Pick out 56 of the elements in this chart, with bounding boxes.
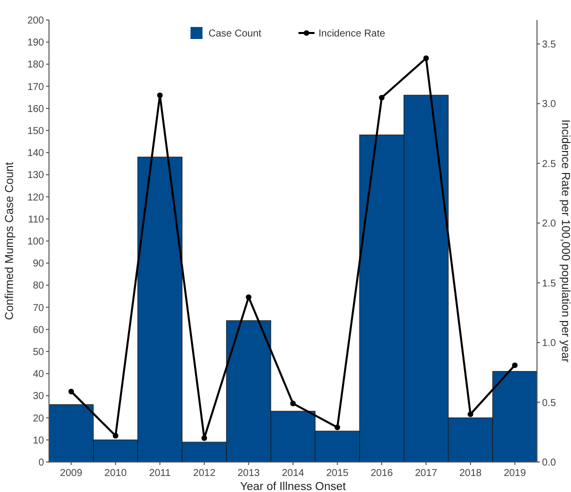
y-tick-label: 110	[28, 214, 44, 226]
point	[334, 424, 340, 430]
point	[112, 432, 118, 439]
y-tick-label: 130	[27, 170, 44, 182]
y-tick-label: 60	[32, 324, 44, 336]
x-tick-label: 2009	[60, 468, 83, 479]
legend-label: Incidence Rate	[318, 28, 386, 40]
point	[246, 294, 252, 300]
x-tick-label: 2016	[370, 468, 394, 479]
x-tick-label: 2011	[149, 468, 172, 479]
x-tick-label: 2012	[193, 468, 216, 479]
point	[378, 94, 385, 100]
y2-tick-label: 3.0	[542, 99, 556, 110]
x-tick-label: 2019	[504, 468, 526, 479]
point	[68, 388, 74, 394]
y-tick-label: 140	[27, 148, 44, 160]
point	[468, 411, 474, 418]
x-axis-title: Year of Illness Onset	[240, 481, 347, 492]
y-tick-label: 40	[32, 369, 44, 380]
y-axis-title: Confirmed Mumps Case Count	[4, 161, 16, 320]
point	[512, 362, 518, 368]
y-tick-label: 20	[32, 413, 44, 424]
point	[423, 55, 429, 62]
x-tick-label: 2015	[326, 468, 349, 479]
y2-tick-label: 0.0	[542, 458, 556, 468]
y-tick-label: 160	[27, 104, 44, 115]
y-tick-label: 170	[27, 82, 44, 93]
y-tick-label: 120	[27, 192, 44, 204]
y-tick-label: 200	[27, 16, 44, 26]
x-tick-label: 2018	[459, 468, 482, 479]
y-tick-label: 30	[32, 391, 44, 402]
y-tick-label: 180	[27, 60, 44, 71]
y-tick-label: 190	[27, 38, 44, 49]
y-tick-label: 0	[38, 458, 44, 468]
y2-axis-title: Incidence Rate per 100,000 population per year	[559, 120, 571, 363]
y2-tick-label: 1.0	[542, 338, 556, 350]
y2-tick-label: 3.5	[542, 39, 556, 50]
x-tick-label: 2013	[238, 468, 260, 479]
y-tick-label: 10	[32, 435, 44, 446]
y-tick-label: 80	[32, 280, 44, 292]
y-tick-label: 150	[27, 126, 44, 137]
x-tick-label: 2014	[282, 468, 305, 479]
y-tick-label: 50	[32, 347, 44, 358]
y2-tick-label: 1.5	[542, 278, 556, 290]
x-tick-label: 2010	[104, 468, 128, 479]
y-tick-label: 70	[32, 302, 44, 314]
legend-label: Case Count	[208, 28, 262, 40]
point	[290, 400, 296, 406]
y2-tick-label: 2.5	[542, 158, 556, 170]
y-tick-label: 90	[32, 258, 44, 270]
y2-tick-label: 0.5	[542, 398, 556, 409]
point	[201, 435, 208, 441]
y2-tick-label: 2.0	[542, 218, 556, 230]
x-tick-label: 2017	[414, 468, 438, 479]
point	[157, 92, 163, 98]
y-tick-label: 100	[27, 236, 44, 248]
